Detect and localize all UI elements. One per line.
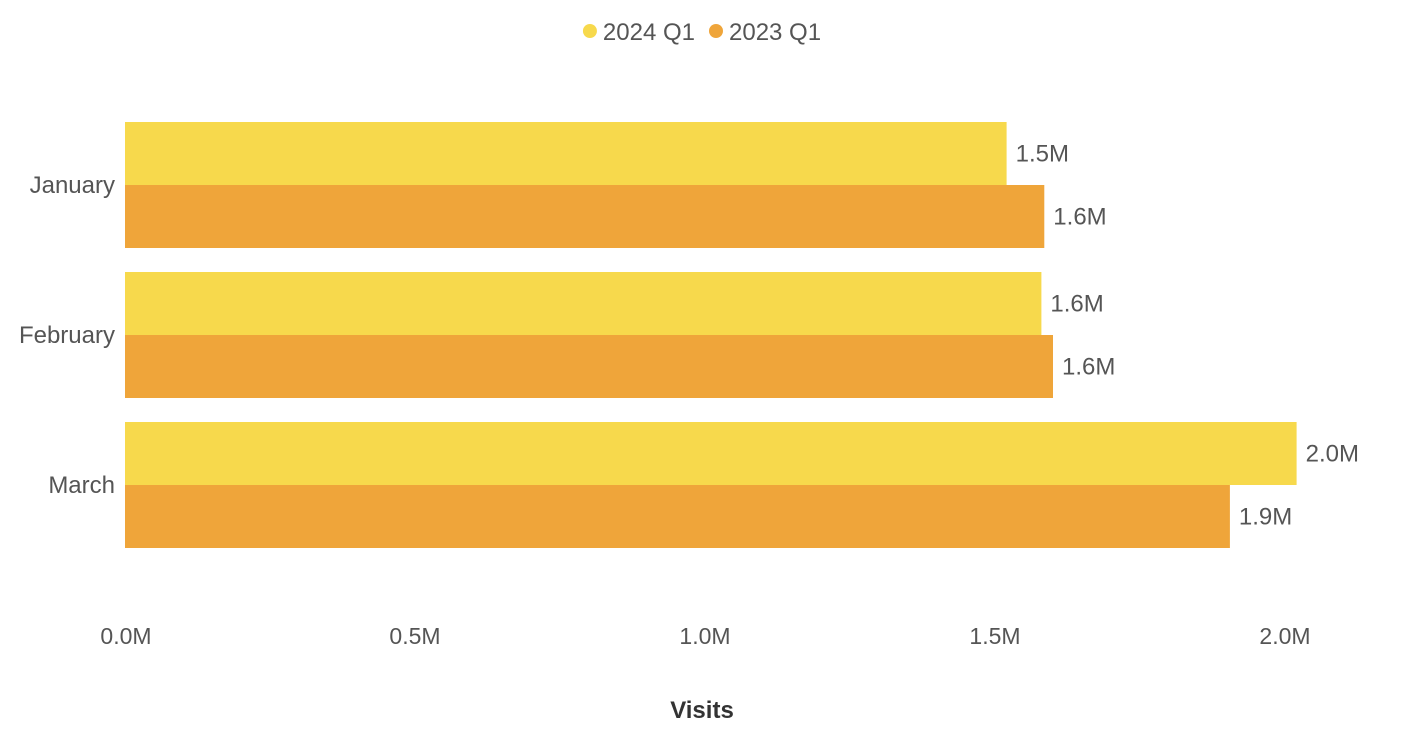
data-label-february-2023-q1: 1.6M: [1062, 354, 1115, 381]
bar-january-2023-q1[interactable]: [125, 185, 1045, 248]
legend-marker-2023-q1: [709, 24, 723, 38]
x-axis-ticks: 0.0M 0.5M 1.0M 1.5M 2.0M: [100, 623, 1310, 649]
bars-group: [125, 122, 1297, 548]
data-labels-group: 1.5M 1.6M 1.6M 1.6M 2.0M 1.9M: [1016, 141, 1359, 531]
bar-march-2024-q1[interactable]: [125, 422, 1297, 485]
data-label-january-2024-q1: 1.5M: [1016, 141, 1069, 168]
legend: 2024 Q1 2023 Q1: [582, 19, 821, 46]
x-tick-label-2: 1.0M: [679, 623, 730, 649]
y-axis-label-january: January: [30, 172, 115, 199]
x-axis-title: Visits: [670, 697, 734, 724]
bar-february-2024-q1[interactable]: [125, 272, 1042, 335]
legend-marker-2024-q1: [582, 24, 597, 38]
legend-item-2023-q1[interactable]: 2023 Q1: [709, 19, 821, 46]
bar-march-2023-q1[interactable]: [125, 485, 1230, 548]
x-tick-label-0: 0.0M: [100, 623, 151, 649]
legend-item-2024-q1[interactable]: 2024 Q1: [582, 19, 695, 46]
legend-label-2024-q1: 2024 Q1: [603, 19, 695, 46]
y-axis-labels: January February March: [19, 172, 115, 499]
y-axis-label-february: February: [19, 322, 115, 349]
bar-february-2023-q1[interactable]: [125, 335, 1053, 398]
bar-january-2024-q1[interactable]: [125, 122, 1007, 185]
data-label-february-2024-q1: 1.6M: [1050, 291, 1103, 318]
legend-label-2023-q1: 2023 Q1: [729, 19, 821, 46]
y-axis-label-march: March: [48, 472, 115, 499]
x-tick-label-4: 2.0M: [1259, 623, 1310, 649]
data-label-march-2023-q1: 1.9M: [1239, 504, 1292, 531]
data-label-march-2024-q1: 2.0M: [1306, 441, 1359, 468]
x-tick-label-3: 1.5M: [969, 623, 1020, 649]
x-tick-label-1: 0.5M: [389, 623, 440, 649]
data-label-january-2023-q1: 1.6M: [1053, 204, 1106, 231]
